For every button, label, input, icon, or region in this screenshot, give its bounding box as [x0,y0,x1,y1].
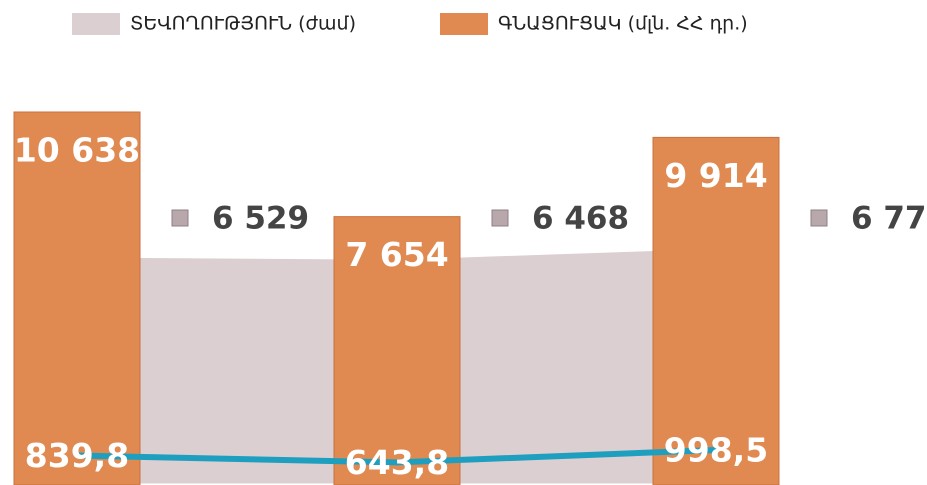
line-label: 998,5 [664,430,768,469]
label-marker [810,209,828,227]
line [76,446,717,466]
legend-swatch [440,13,488,35]
legend-label: ՏԵՎՈՂՈՒԹՅՈՒՆ (ժամ) [130,13,356,35]
area-label: 6 468 [532,201,629,237]
area-label: 6 777 [851,201,927,237]
bar [333,216,461,485]
bar [13,111,141,485]
bar-label: 7 654 [345,235,448,274]
bar-label: 10 638 [14,131,140,170]
label-marker [171,209,189,227]
legend-swatch [72,13,120,35]
area-label: 6 529 [212,201,309,237]
line-label: 839,8 [25,436,129,475]
line-label: 643,8 [345,443,449,482]
bar-label: 9 914 [664,156,767,195]
label-marker [491,209,509,227]
bar [652,136,780,485]
legend-label: ԳՆԱՑՈՒՑԱԿ (մլն. ՀՀ դր.) [498,13,748,35]
